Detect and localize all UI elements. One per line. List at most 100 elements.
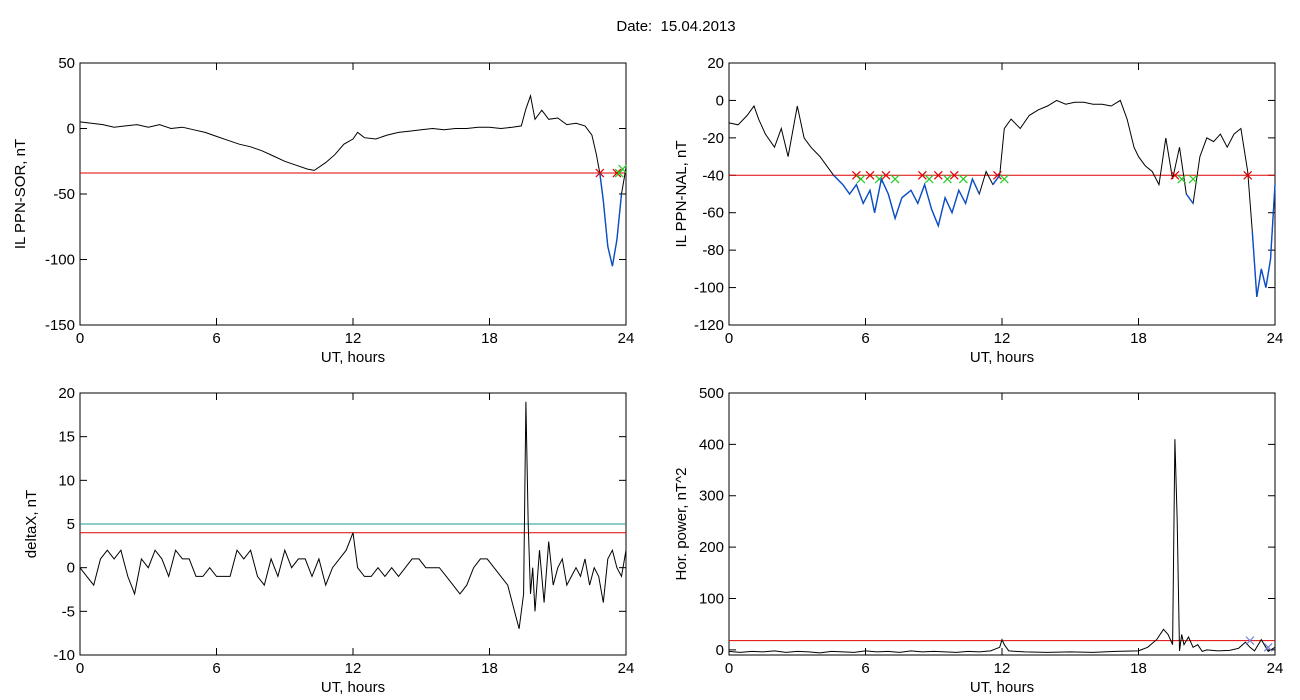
x-tick-label: 6 — [212, 330, 220, 347]
series-below-segment — [1185, 193, 1194, 204]
x-tick-label: 12 — [345, 660, 362, 677]
y-tick-label: 20 — [707, 55, 724, 72]
y-tick-label: -120 — [694, 317, 724, 334]
cross-marker — [865, 170, 875, 180]
y-axis-label: IL PPN-NAL, nT — [673, 141, 690, 248]
x-tick-label: 18 — [1130, 660, 1147, 677]
y-tick-label: 0 — [67, 560, 75, 577]
y-tick-label: 0 — [716, 642, 724, 659]
x-tick-label: 24 — [1267, 330, 1284, 347]
cross-marker — [890, 174, 900, 184]
y-axis-label: deltaX, nT — [23, 490, 40, 558]
x-tick-label: 6 — [861, 660, 869, 677]
y-tick-label: -100 — [45, 252, 75, 269]
y-tick-label: 5 — [67, 516, 75, 533]
plot-frame — [79, 62, 627, 326]
panel-deltax: -10 -5 0 5 10 15 20 0 6 12 18 24 UT, hours deltaX,… — [23, 385, 634, 696]
y-axis-label: IL PPN-SOR, nT — [12, 139, 29, 249]
x-tick-label: 24 — [1267, 660, 1284, 677]
cross-marker — [874, 174, 884, 184]
cross-marker — [1170, 170, 1180, 180]
y-tick-label: 100 — [699, 590, 724, 607]
cross-marker — [942, 174, 952, 184]
x-axis-label: UT, hours — [321, 679, 385, 696]
cross-marker — [949, 170, 959, 180]
plot-frame — [728, 62, 1276, 326]
cross-marker — [1245, 636, 1255, 646]
event-markers — [1245, 636, 1273, 652]
panel-sor: -150 -100 -50 0 50 0 6 12 18 24 UT, hours IL PPN… — [12, 55, 634, 366]
x-tick-label: 24 — [618, 330, 635, 347]
y-tick-label: 200 — [699, 539, 724, 556]
x-tick-label: 18 — [1130, 330, 1147, 347]
x-tick-label: 24 — [618, 660, 635, 677]
y-tick-label: 10 — [58, 472, 75, 489]
y-axis-label: Hor. power, nT^2 — [673, 468, 690, 581]
x-axis-ticks: 0 6 12 18 24 — [725, 63, 1284, 347]
y-axis-ticks: 0 100 200 300 400 500 — [699, 385, 1275, 659]
y-tick-label: 50 — [58, 55, 75, 72]
x-axis-ticks: 0 6 12 18 24 — [76, 63, 635, 347]
series-line — [79, 93, 627, 267]
y-tick-label: 20 — [58, 385, 75, 402]
cross-marker — [917, 170, 927, 180]
y-tick-label: -60 — [702, 205, 724, 222]
cross-marker — [618, 164, 628, 174]
x-tick-label: 0 — [725, 660, 733, 677]
series-line — [728, 439, 1276, 654]
x-tick-label: 0 — [725, 330, 733, 347]
event-markers — [851, 170, 1253, 184]
y-axis-ticks: -10 -5 0 5 10 15 20 — [53, 385, 626, 664]
cross-marker — [1263, 642, 1273, 652]
cross-marker — [612, 168, 622, 178]
plot-frame — [728, 392, 1276, 656]
cross-marker — [999, 174, 1009, 184]
y-tick-label: -100 — [694, 280, 724, 297]
y-tick-label: 0 — [67, 121, 75, 138]
x-axis-label: UT, hours — [321, 349, 385, 366]
y-tick-label: -80 — [702, 242, 724, 259]
series-below-segment — [1251, 184, 1276, 298]
y-tick-label: -20 — [702, 130, 724, 147]
y-tick-label: 300 — [699, 488, 724, 505]
x-tick-label: 6 — [861, 330, 869, 347]
series-below-segment — [599, 172, 623, 267]
cross-marker — [933, 170, 943, 180]
cross-marker — [856, 174, 866, 184]
panel-power: 0 100 200 300 400 500 0 6 12 18 24 UT, hours Hor.… — [673, 385, 1283, 696]
x-tick-label: 12 — [994, 660, 1011, 677]
series-line — [728, 99, 1276, 297]
chart-date-title: Date: 15.04.2013 — [616, 18, 736, 35]
y-axis-ticks: -150 -100 -50 0 50 — [45, 55, 626, 334]
panel-nal: -120 -100 -80 -60 -40 -20 0 20 0 6 12 18 24 UT, hou… — [673, 55, 1283, 366]
cross-marker — [993, 170, 1002, 180]
cross-marker — [1177, 174, 1187, 184]
cross-marker — [1188, 174, 1198, 184]
x-tick-label: 18 — [481, 660, 498, 677]
y-tick-label: 15 — [58, 429, 75, 446]
x-axis-ticks: 0 6 12 18 24 — [76, 393, 635, 677]
cross-marker — [958, 174, 968, 184]
series-below-segment — [992, 174, 1001, 186]
x-tick-label: 0 — [76, 660, 84, 677]
cross-marker — [924, 174, 934, 184]
x-axis-label: UT, hours — [970, 679, 1034, 696]
y-tick-label: -40 — [702, 167, 724, 184]
cross-marker — [1243, 170, 1253, 180]
y-tick-label: 400 — [699, 436, 724, 453]
x-axis-label: UT, hours — [970, 349, 1034, 366]
series-line — [79, 401, 627, 629]
x-tick-label: 12 — [994, 330, 1011, 347]
x-tick-label: 18 — [481, 330, 498, 347]
y-axis-ticks: -120 -100 -80 -60 -40 -20 0 20 — [694, 55, 1275, 334]
y-tick-label: -10 — [53, 647, 75, 664]
y-tick-label: 0 — [716, 92, 724, 109]
x-tick-label: 0 — [76, 330, 84, 347]
y-tick-label: -5 — [62, 603, 75, 620]
x-tick-label: 12 — [345, 330, 362, 347]
x-tick-label: 6 — [212, 660, 220, 677]
y-tick-label: -50 — [53, 186, 75, 203]
cross-marker — [881, 170, 891, 180]
y-tick-label: -150 — [45, 317, 75, 334]
